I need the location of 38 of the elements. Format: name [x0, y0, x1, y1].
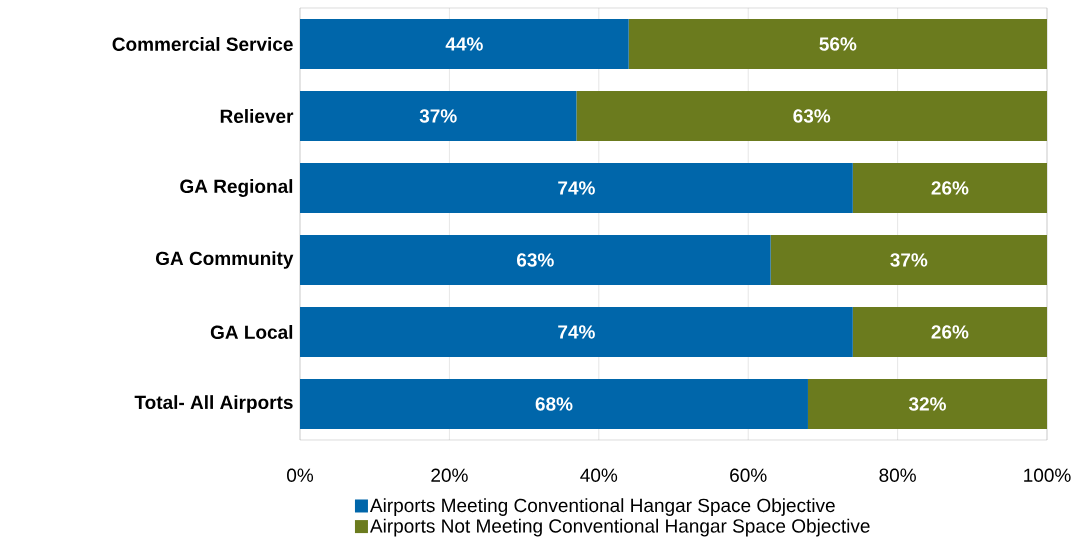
bar: [300, 234, 771, 285]
legend-label: Airports Meeting Conventional Hangar Space Objective: [369, 498, 835, 516]
data-label: 32%: [908, 397, 946, 411]
bar: [300, 378, 808, 429]
data-label: 37%: [419, 109, 457, 123]
bar: [807, 378, 1048, 429]
y-tick-label: Total- All Airports: [134, 395, 293, 413]
bar: [770, 234, 1048, 285]
data-label: 74%: [558, 325, 595, 339]
bar: [852, 162, 1048, 213]
data-label: 26%: [931, 325, 969, 339]
data-label: 63%: [517, 253, 554, 267]
bar: [852, 306, 1048, 357]
data-label: 56%: [819, 37, 857, 51]
data-label: 63%: [793, 109, 831, 123]
y-tick-label: Commercial Service: [112, 37, 293, 51]
x-tick-label: 40%: [580, 468, 618, 482]
bar: [300, 162, 853, 213]
x-tick-label: 0%: [287, 468, 314, 482]
x-tick-label: 80%: [879, 468, 916, 482]
data-label: 37%: [890, 253, 928, 267]
bar: [628, 19, 1048, 69]
bar: [576, 91, 1048, 141]
bar: [300, 19, 629, 69]
data-label: 26%: [931, 181, 969, 195]
y-tick-label: Reliever: [220, 109, 294, 123]
data-label: 74%: [558, 181, 595, 195]
x-tick-label: 60%: [730, 468, 767, 482]
y-tick-label: GA Local: [210, 325, 293, 339]
bar: [300, 306, 853, 357]
data-label: 68%: [535, 397, 573, 411]
bar: [300, 91, 577, 141]
x-tick-label: 100%: [1024, 468, 1071, 482]
x-tick-label: 20%: [431, 468, 468, 482]
y-tick-label: GA Community: [155, 251, 294, 269]
data-label: 44%: [445, 37, 483, 51]
y-tick-label: GA Regional: [180, 179, 293, 197]
legend-label: Airports Not Meeting Conventional Hangar Space Objective: [369, 518, 870, 537]
